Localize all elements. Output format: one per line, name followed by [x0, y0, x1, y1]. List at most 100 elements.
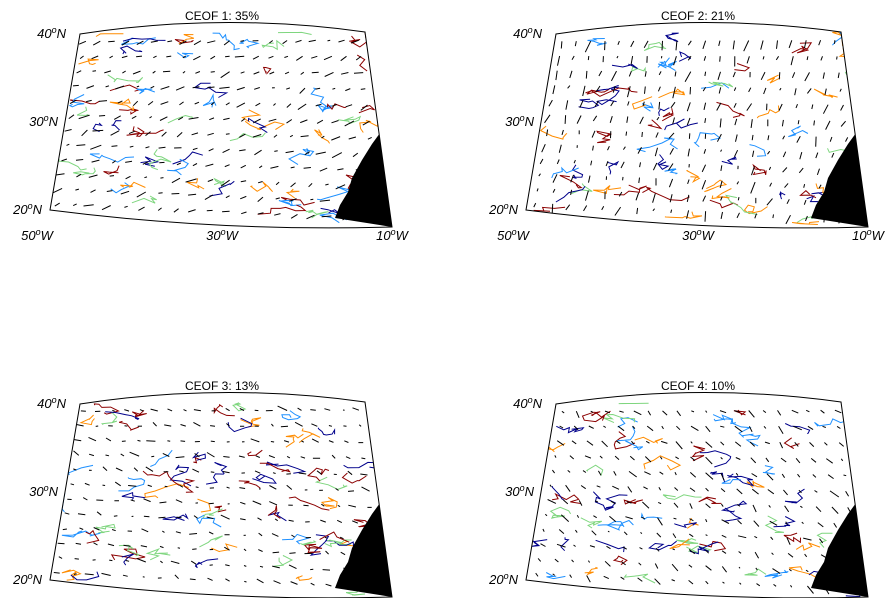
wind-vector	[612, 85, 616, 93]
wind-vector	[687, 55, 692, 61]
contour-line	[238, 38, 260, 49]
wind-vector	[668, 163, 674, 171]
wind-vector	[652, 208, 655, 212]
wind-vector	[604, 410, 611, 414]
wind-vector	[556, 159, 560, 165]
wind-vector	[756, 583, 761, 587]
wind-vector	[539, 158, 544, 165]
wind-vector	[813, 120, 815, 126]
wind-vector	[282, 40, 288, 45]
wind-vector	[319, 199, 331, 202]
wind-vector	[225, 133, 230, 135]
wind-vector	[73, 573, 77, 575]
wind-vector	[54, 202, 60, 207]
wind-vector	[793, 425, 802, 431]
contour-line	[121, 37, 156, 45]
contour-line	[148, 149, 172, 171]
wind-vector	[737, 196, 740, 201]
wind-vector	[136, 191, 147, 198]
wind-vector	[289, 198, 297, 202]
wind-vector	[92, 70, 97, 72]
contour-line	[144, 483, 189, 499]
wind-vector	[225, 407, 230, 412]
wind-vector	[737, 519, 742, 525]
wind-vector	[782, 167, 788, 173]
wind-vector	[705, 487, 709, 492]
wind-vector	[101, 205, 111, 211]
wind-vector	[72, 84, 79, 87]
contour-line	[795, 542, 821, 551]
contour-line	[101, 411, 118, 426]
contour-line	[551, 486, 565, 501]
wind-vector	[646, 425, 654, 432]
wind-vector	[752, 150, 755, 157]
wind-vector	[746, 56, 750, 64]
wind-vector	[654, 147, 658, 157]
wind-vector	[625, 516, 633, 520]
wind-vector	[64, 512, 70, 515]
wind-vector	[657, 517, 663, 526]
wind-vector	[705, 425, 711, 433]
wind-vector	[732, 40, 735, 50]
wind-vector	[556, 543, 566, 548]
wind-vector	[533, 202, 537, 208]
wind-vector	[206, 452, 215, 458]
wind-vector	[300, 71, 305, 75]
wind-vector	[616, 440, 621, 445]
wind-vector	[174, 574, 179, 580]
wind-vector	[344, 120, 355, 127]
wind-vector	[70, 483, 75, 486]
wind-vector	[840, 120, 846, 127]
wind-vector	[637, 577, 643, 582]
wind-vector	[331, 454, 336, 459]
wind-vector	[286, 455, 291, 459]
wind-vector	[671, 579, 675, 582]
wind-vector	[820, 554, 826, 558]
wind-vector	[836, 56, 838, 60]
wind-vector	[814, 490, 818, 493]
contour-line	[686, 170, 701, 184]
wind-vector	[289, 552, 296, 554]
contour-line	[766, 74, 781, 84]
wind-vector	[561, 410, 565, 414]
wind-vector	[804, 72, 810, 82]
contour-line	[358, 104, 375, 114]
wind-vector	[716, 133, 722, 142]
wind-vector	[554, 558, 559, 563]
wind-vector	[236, 102, 246, 108]
wind-vector	[690, 456, 696, 462]
contour-line	[213, 403, 235, 417]
wind-vector	[628, 470, 637, 478]
wind-vector	[149, 116, 153, 119]
wind-vector	[258, 549, 263, 552]
wind-vector	[548, 99, 553, 107]
wind-vector	[831, 152, 835, 158]
contour-line	[648, 540, 677, 551]
wind-vector	[210, 425, 216, 427]
wind-vector	[674, 71, 677, 77]
wind-vector	[157, 207, 162, 211]
wind-vector	[614, 206, 622, 216]
wind-vector	[81, 129, 88, 137]
wind-vector	[159, 545, 164, 549]
contour-line	[617, 417, 638, 428]
wind-vector	[123, 544, 131, 547]
wind-vector	[641, 516, 646, 520]
contour-line	[199, 535, 223, 548]
wind-vector	[673, 517, 677, 520]
wind-vector	[290, 581, 298, 585]
wind-vector	[131, 115, 137, 120]
wind-vector	[778, 103, 783, 111]
wind-vector	[720, 503, 724, 507]
contour-line	[317, 427, 336, 436]
contour-line	[244, 120, 286, 131]
wind-vector	[831, 506, 839, 514]
contour-line	[303, 543, 323, 554]
contour-line	[779, 190, 786, 200]
wind-vector	[358, 424, 362, 427]
contour-line	[92, 122, 103, 133]
contour-line	[584, 566, 598, 576]
wind-vector	[288, 519, 294, 522]
contour-line	[791, 42, 813, 54]
wind-vector	[736, 212, 740, 219]
